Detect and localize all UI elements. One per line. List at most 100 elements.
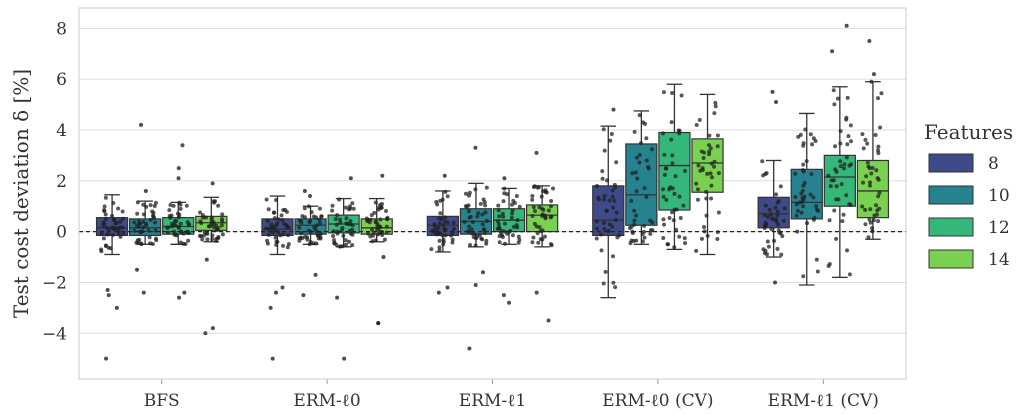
- data-point: [615, 235, 620, 240]
- data-point: [642, 186, 647, 191]
- data-point: [376, 232, 381, 237]
- data-point: [210, 233, 215, 238]
- outlier-point: [473, 282, 478, 287]
- data-point: [800, 188, 805, 193]
- data-point: [297, 238, 302, 243]
- outlier-point: [342, 356, 347, 361]
- data-point: [709, 175, 714, 180]
- data-point: [148, 241, 153, 246]
- data-point: [766, 244, 771, 249]
- outlier-point: [507, 300, 512, 305]
- data-point: [601, 221, 606, 226]
- legend-item-12: 12: [928, 217, 1010, 238]
- outlier-point: [502, 176, 507, 181]
- data-point: [350, 201, 355, 206]
- data-point: [811, 195, 816, 200]
- data-point: [138, 241, 143, 246]
- data-point: [448, 233, 453, 238]
- data-point: [670, 161, 675, 166]
- data-point: [347, 239, 352, 244]
- data-point: [707, 149, 712, 154]
- outlier-point: [143, 188, 148, 193]
- data-point: [214, 226, 219, 231]
- data-point: [530, 213, 535, 218]
- outlier-point: [210, 181, 215, 186]
- data-point: [704, 213, 709, 218]
- data-point: [475, 214, 480, 219]
- data-point: [834, 184, 839, 189]
- legend-title: Features: [924, 120, 1013, 144]
- data-point: [166, 230, 171, 235]
- data-point: [331, 233, 336, 238]
- data-point: [842, 162, 847, 167]
- data-point: [152, 204, 157, 209]
- data-point: [826, 264, 831, 269]
- data-point: [705, 233, 710, 238]
- data-point: [116, 206, 121, 211]
- data-point: [114, 220, 119, 225]
- data-point: [338, 244, 343, 249]
- data-point: [173, 219, 178, 224]
- y-axis: 8 6 4 2 0 −2 −4: [42, 19, 67, 344]
- outlier-point: [139, 122, 144, 127]
- data-point: [793, 194, 798, 199]
- data-point: [648, 231, 653, 236]
- outlier-point: [830, 49, 835, 54]
- data-point: [299, 220, 304, 225]
- data-point: [530, 197, 535, 202]
- data-point: [132, 220, 137, 225]
- data-point: [778, 184, 783, 189]
- data-point: [467, 224, 472, 229]
- data-point: [220, 212, 225, 217]
- data-point: [867, 217, 872, 222]
- data-point: [868, 220, 873, 225]
- data-point: [432, 230, 437, 235]
- data-point: [480, 222, 485, 227]
- legend-swatch: [928, 217, 974, 237]
- data-point: [611, 254, 616, 259]
- data-point: [317, 206, 322, 211]
- data-point: [280, 218, 285, 223]
- data-point: [712, 111, 717, 116]
- data-point: [344, 216, 349, 221]
- data-point: [335, 229, 340, 234]
- data-point: [816, 208, 821, 213]
- data-point: [365, 231, 370, 236]
- data-point: [716, 171, 721, 176]
- data-point: [866, 235, 871, 240]
- legend-label: 10: [988, 186, 1010, 206]
- box-8-4: [757, 159, 790, 258]
- data-point: [264, 226, 269, 231]
- data-point: [168, 202, 173, 207]
- data-point: [709, 196, 714, 201]
- data-point: [613, 185, 618, 190]
- data-point: [598, 232, 603, 237]
- x-axis: BFS ERM-ℓ0 ERM-ℓ1 ERM-ℓ0 (CV) ERM-ℓ1 (CV): [144, 379, 879, 411]
- data-point: [801, 274, 806, 279]
- data-point: [204, 215, 209, 220]
- outlier-point: [772, 280, 777, 285]
- data-point: [601, 127, 606, 132]
- data-point: [198, 219, 203, 224]
- data-point: [429, 247, 434, 252]
- data-point: [213, 199, 218, 204]
- data-point: [677, 131, 682, 136]
- data-point: [111, 200, 116, 205]
- data-point: [826, 173, 831, 178]
- data-point: [662, 172, 667, 177]
- data-point: [297, 225, 302, 230]
- outlier-point: [204, 257, 209, 262]
- x-tick-label: ERM-ℓ1 (CV): [768, 391, 879, 411]
- data-point: [876, 151, 881, 156]
- data-point: [220, 232, 225, 237]
- y-tick-label: 2: [56, 172, 67, 192]
- data-point: [462, 219, 467, 224]
- data-point: [351, 206, 356, 211]
- data-point: [501, 199, 506, 204]
- data-point: [384, 224, 389, 229]
- data-point: [669, 120, 674, 125]
- data-point: [611, 280, 616, 285]
- data-point: [314, 215, 319, 220]
- data-point: [333, 217, 338, 222]
- data-point: [606, 228, 611, 233]
